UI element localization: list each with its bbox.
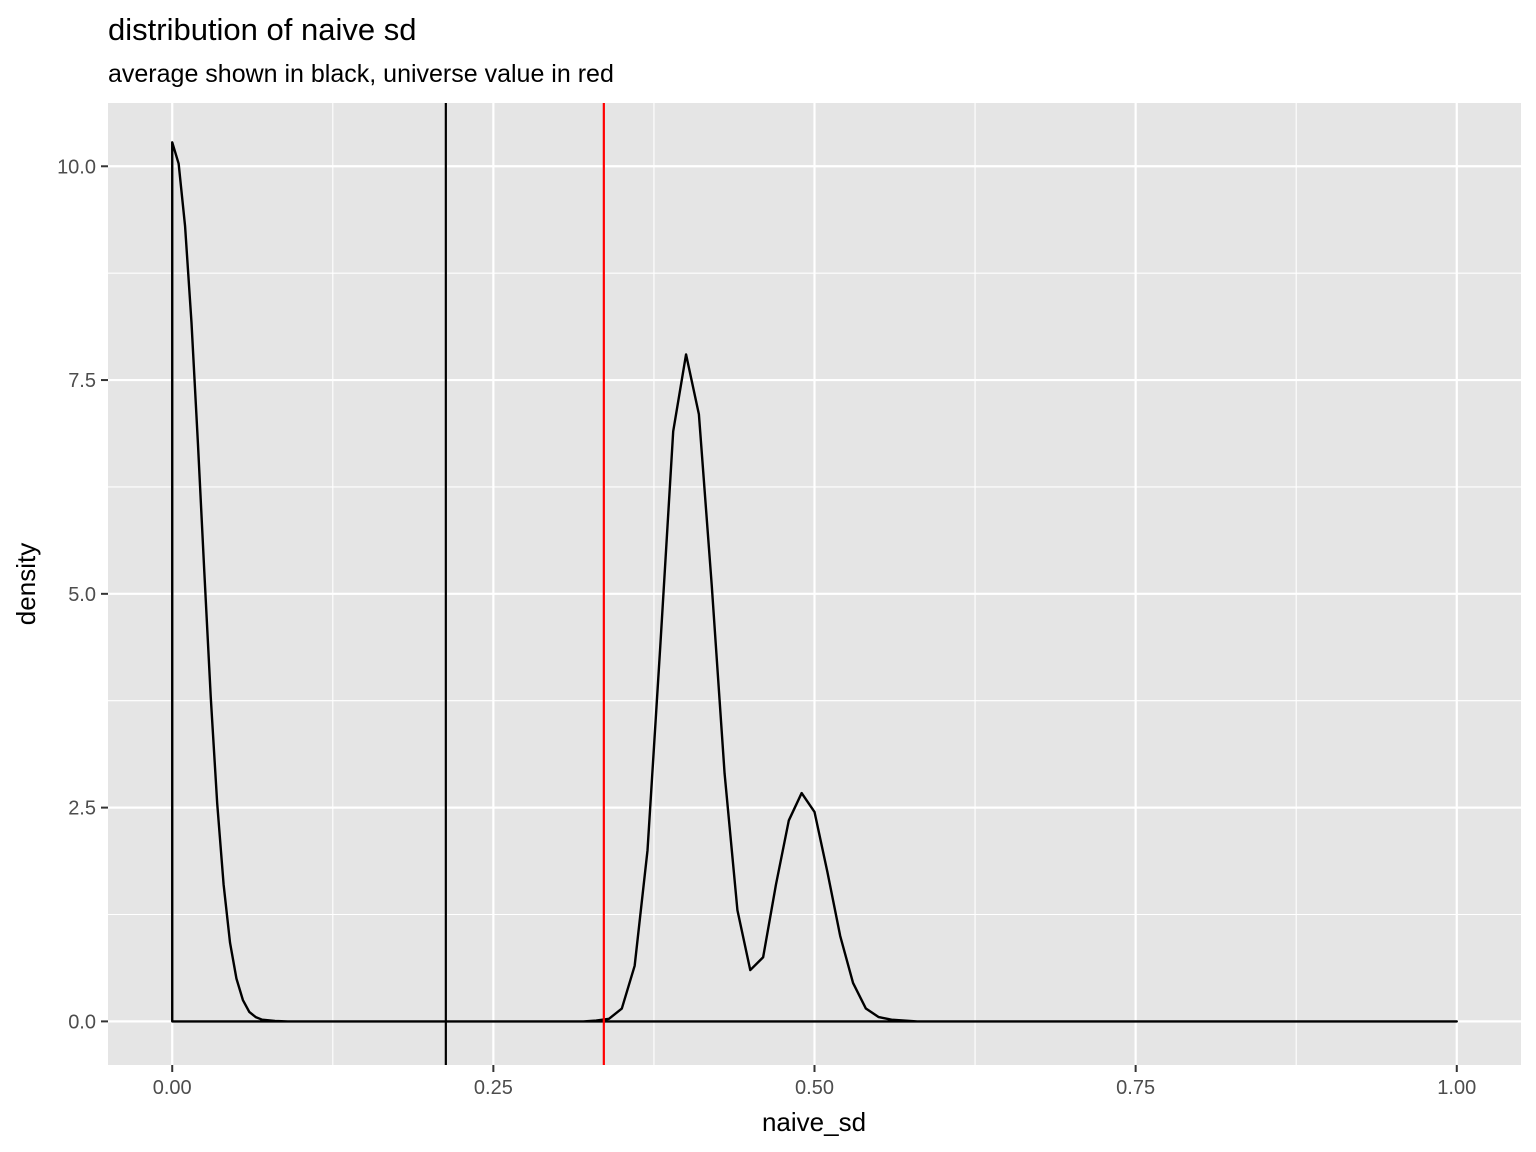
reference-lines xyxy=(444,103,605,1065)
x-axis: 0.00 0.25 0.50 0.75 1.00 xyxy=(153,1065,1476,1099)
y-axis-title: density xyxy=(11,543,41,625)
y-tick-label: 7.5 xyxy=(68,370,96,392)
y-axis: 0.0 2.5 5.0 7.5 10.0 xyxy=(57,156,108,1033)
x-tick-label: 0.00 xyxy=(153,1077,192,1099)
y-tick-label: 2.5 xyxy=(68,798,96,820)
x-tick-label: 0.75 xyxy=(1116,1077,1155,1099)
chart-title: distribution of naive sd xyxy=(108,12,416,47)
density-series-layer xyxy=(171,141,1458,1023)
x-tick-label: 0.25 xyxy=(474,1077,513,1099)
x-tick-label: 1.00 xyxy=(1437,1077,1476,1099)
y-tick-label: 10.0 xyxy=(57,156,96,178)
y-tick-label: 5.0 xyxy=(68,584,96,606)
x-axis-title: naive_sd xyxy=(762,1107,866,1137)
x-tick-label: 0.50 xyxy=(795,1077,834,1099)
y-tick-label: 0.0 xyxy=(68,1011,96,1033)
density-curve xyxy=(171,141,1458,1023)
chart-subtitle: average shown in black, universe value i… xyxy=(108,60,614,88)
